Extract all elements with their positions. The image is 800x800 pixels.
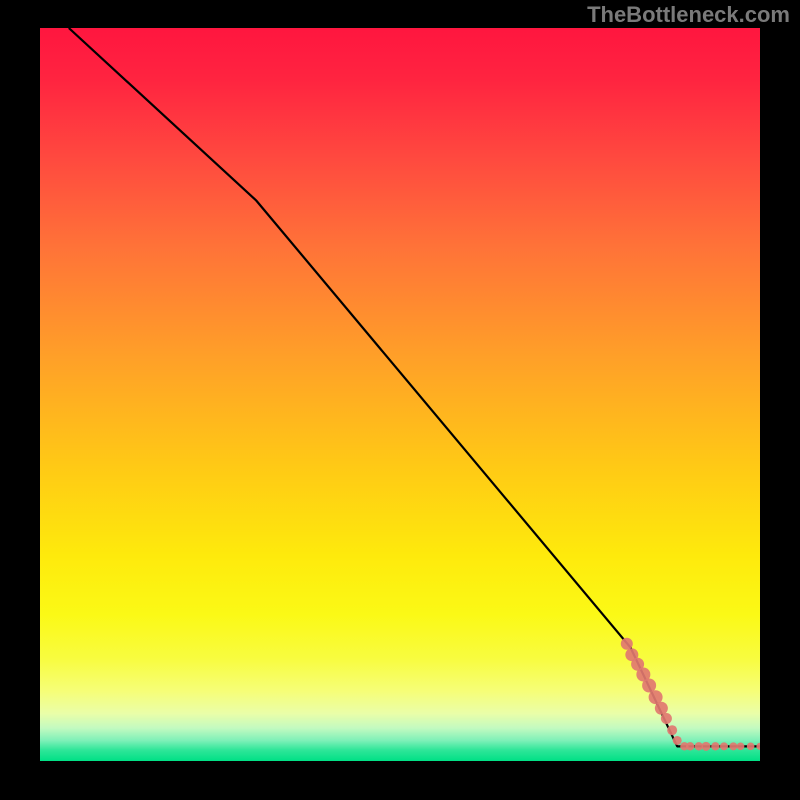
scatter-point — [621, 638, 633, 650]
scatter-point — [756, 743, 760, 750]
scatter-point — [642, 679, 656, 693]
plot-area — [40, 28, 760, 761]
scatter-point — [747, 743, 755, 751]
scatter-point — [673, 736, 682, 745]
plot-svg — [40, 28, 760, 761]
scatter-point — [720, 742, 728, 750]
watermark-text: TheBottleneck.com — [587, 2, 790, 28]
scatter-point — [661, 713, 672, 724]
scatter-point — [711, 742, 719, 750]
scatter-point — [655, 702, 668, 715]
scatter-point — [702, 742, 711, 751]
scatter-point — [737, 743, 745, 751]
scatter-point — [686, 742, 694, 750]
trend-line — [69, 28, 760, 746]
scatter-point — [729, 742, 737, 750]
scatter-point — [667, 725, 677, 735]
chart-container: TheBottleneck.com — [0, 0, 800, 800]
